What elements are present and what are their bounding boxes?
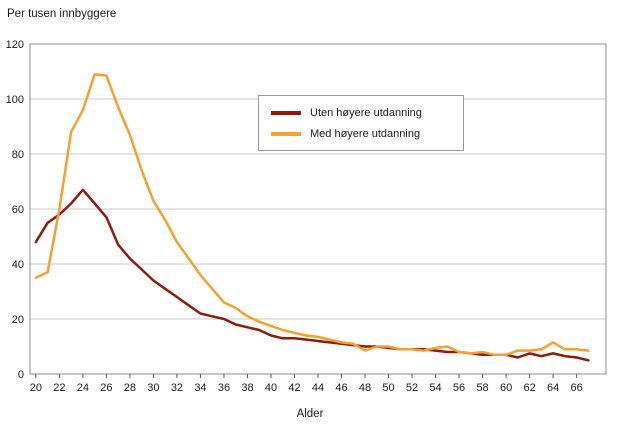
x-tick-label: 54 [429,382,441,394]
x-tick-label: 56 [453,382,465,394]
x-tick-label: 42 [288,382,300,394]
series-line-0 [34,188,590,362]
legend-swatch-med-icon [271,131,301,136]
x-tick-label: 34 [194,382,206,394]
x-tick-label: 52 [406,382,418,394]
x-tick-label: 36 [218,382,230,394]
legend-item-uten: Uten høyere utdanning [271,107,463,119]
x-tick-label: 38 [241,382,253,394]
x-axis-label: Alder [296,408,324,420]
y-tick-label: 120 [6,39,24,51]
x-tick-label: 40 [265,382,277,394]
y-tick-label: 60 [12,204,24,216]
y-tick-label: 20 [12,314,24,326]
x-tick-label: 28 [124,382,136,394]
x-tick-label: 30 [147,382,159,394]
x-tick-label: 44 [312,382,324,394]
x-tick-label: 66 [570,382,582,394]
x-tick-label: 50 [382,382,394,394]
x-tick-label: 48 [359,382,371,394]
y-tick-label: 0 [18,369,24,381]
x-tick-label: 24 [77,382,89,394]
x-tick-label: 26 [100,382,112,394]
x-tick-label: 32 [171,382,183,394]
chart-title: Per tusen innbyggere [7,8,117,20]
legend-label-med: Med høyere utdanning [310,127,421,140]
x-tick-label: 62 [523,382,535,394]
x-tick-label: 58 [476,382,488,394]
chart-legend: Uten høyere utdanning Med høyere utdanni… [258,95,464,151]
series-line-1 [34,73,590,357]
y-tick-label: 40 [12,259,24,271]
legend-label-uten: Uten høyere utdanning [310,106,422,119]
x-tick-label: 22 [53,382,65,394]
x-tick-label: 60 [500,382,512,394]
legend-swatch-uten-icon [271,110,301,115]
legend-item-med: Med høyere utdanning [271,128,463,140]
y-tick-label: 100 [6,94,24,106]
x-tick-label: 46 [335,382,347,394]
x-tick-label: 64 [547,382,559,394]
x-tick-label: 20 [30,382,42,394]
y-tick-label: 80 [12,149,24,161]
